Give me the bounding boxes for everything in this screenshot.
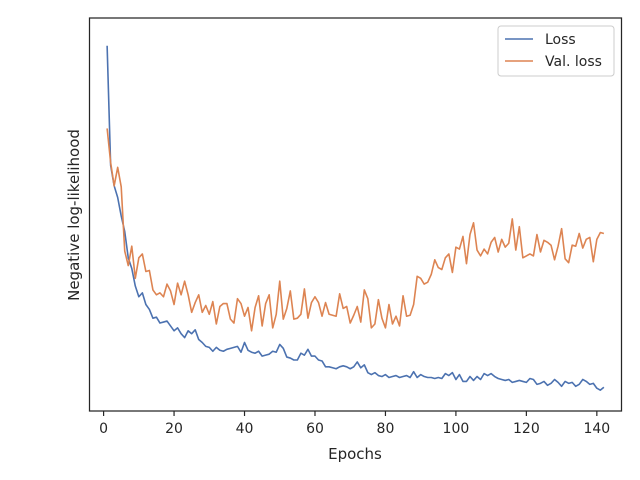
series-line-loss (106, 45, 605, 391)
x-tick-label-0: 0 (99, 421, 108, 437)
legend-label-val-loss: Val. loss (545, 54, 602, 70)
x-axis-label: Epochs (328, 445, 382, 463)
x-tick-label-80: 80 (377, 421, 395, 437)
plot-area (88, 17, 623, 412)
x-tick-label-40: 40 (236, 421, 254, 437)
x-tick-label-100: 100 (443, 421, 470, 437)
legend-label-loss: Loss (545, 32, 576, 48)
x-tick-label-140: 140 (583, 421, 610, 437)
series-line-val-loss (106, 128, 605, 332)
x-axis-ticks: 0 20 40 60 80 100 120 140 (99, 411, 610, 437)
y-axis-label: Negative log-likelihood (65, 129, 83, 301)
x-tick-label-20: 20 (165, 421, 183, 437)
x-tick-label-60: 60 (306, 421, 324, 437)
series-layer (106, 45, 605, 391)
legend: Loss Val. loss (497, 25, 615, 77)
x-tick-label-120: 120 (513, 421, 540, 437)
